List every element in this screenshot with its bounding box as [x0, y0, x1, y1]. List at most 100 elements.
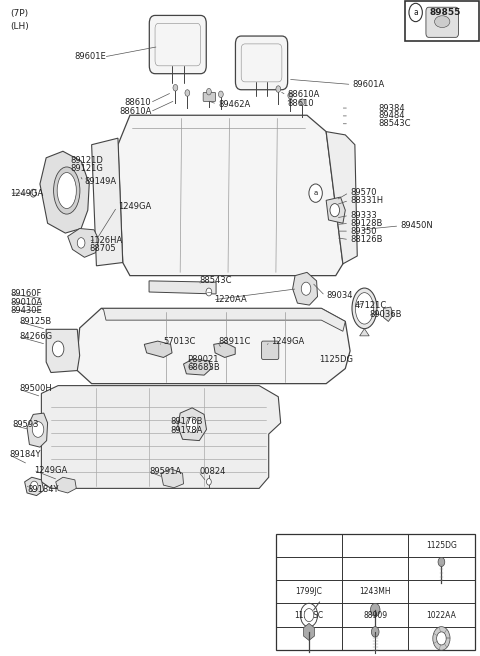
Polygon shape [149, 281, 216, 294]
Circle shape [372, 626, 379, 637]
Text: 89462A: 89462A [218, 100, 251, 109]
Text: 88331H: 88331H [350, 196, 383, 205]
Text: 1125DG: 1125DG [426, 541, 457, 550]
Text: 1249GA: 1249GA [271, 337, 304, 346]
Text: 89125B: 89125B [19, 317, 51, 326]
Circle shape [52, 341, 64, 357]
Polygon shape [326, 132, 357, 264]
Polygon shape [360, 329, 369, 336]
Circle shape [304, 609, 314, 622]
Text: 88705: 88705 [89, 244, 116, 253]
Text: 1123SC: 1123SC [294, 611, 324, 620]
Text: 89121D: 89121D [70, 156, 103, 165]
Text: 88909: 88909 [363, 611, 387, 620]
Text: 88610A: 88610A [119, 108, 152, 117]
Text: 89570: 89570 [350, 188, 377, 197]
Text: 89601E: 89601E [74, 52, 106, 62]
Polygon shape [68, 228, 99, 257]
Circle shape [300, 99, 305, 106]
Text: 88610A: 88610A [288, 91, 320, 100]
Polygon shape [183, 359, 211, 375]
Text: 89160F: 89160F [10, 289, 42, 298]
Polygon shape [161, 469, 183, 487]
Text: 68683B: 68683B [187, 363, 220, 372]
Text: a: a [313, 190, 318, 196]
Polygon shape [46, 329, 80, 373]
Circle shape [437, 632, 446, 645]
Text: 89176B: 89176B [170, 417, 203, 426]
Circle shape [218, 91, 223, 98]
Circle shape [206, 479, 211, 485]
Text: 88543C: 88543C [199, 276, 232, 285]
Polygon shape [178, 408, 206, 441]
Polygon shape [384, 307, 393, 321]
Polygon shape [101, 308, 345, 331]
Text: 89593: 89593 [12, 420, 39, 430]
Circle shape [206, 89, 211, 95]
FancyBboxPatch shape [426, 7, 458, 37]
Text: (7P): (7P) [10, 9, 28, 18]
Polygon shape [27, 413, 48, 447]
Text: 1249GA: 1249GA [34, 466, 68, 474]
Polygon shape [293, 272, 318, 305]
Text: 89128B: 89128B [350, 218, 383, 228]
Polygon shape [41, 386, 281, 488]
FancyBboxPatch shape [236, 36, 288, 90]
Text: 89591A: 89591A [149, 467, 181, 476]
Polygon shape [24, 478, 44, 495]
Circle shape [409, 3, 422, 22]
Text: 89350: 89350 [350, 226, 377, 236]
Bar [405, 1, 480, 41]
Text: 89484: 89484 [379, 112, 405, 121]
Text: 89333: 89333 [350, 211, 377, 220]
Polygon shape [92, 138, 123, 266]
Text: 88543C: 88543C [379, 119, 411, 129]
Polygon shape [214, 342, 235, 358]
Text: 89121G: 89121G [70, 165, 103, 173]
Polygon shape [40, 152, 89, 233]
Text: 84266G: 84266G [19, 332, 52, 341]
Circle shape [276, 86, 281, 92]
Text: 1249GA: 1249GA [10, 189, 44, 197]
Text: 88911C: 88911C [218, 337, 251, 346]
Ellipse shape [54, 167, 80, 214]
Circle shape [371, 604, 380, 617]
Text: 1243MH: 1243MH [360, 587, 391, 596]
Text: 88610: 88610 [288, 99, 314, 108]
Circle shape [309, 184, 323, 202]
Polygon shape [56, 478, 76, 493]
Ellipse shape [434, 16, 450, 28]
Polygon shape [77, 308, 350, 384]
Text: 89384: 89384 [379, 104, 406, 113]
Circle shape [330, 203, 339, 216]
Circle shape [30, 482, 38, 491]
Circle shape [206, 288, 212, 296]
Text: 1220AA: 1220AA [214, 295, 246, 304]
Text: 89149A: 89149A [84, 177, 117, 186]
Circle shape [301, 282, 311, 295]
Text: 47121C: 47121C [355, 300, 387, 310]
Text: 89010A: 89010A [10, 298, 42, 307]
Text: 1125DG: 1125DG [319, 355, 353, 364]
Polygon shape [144, 341, 172, 358]
Text: a: a [413, 8, 418, 17]
Polygon shape [304, 623, 314, 640]
Text: 1799JC: 1799JC [296, 587, 323, 596]
Text: 1126HA: 1126HA [89, 236, 122, 245]
Text: 89034: 89034 [326, 291, 353, 300]
Text: 89601A: 89601A [352, 80, 385, 89]
Text: 57013C: 57013C [163, 337, 196, 346]
Text: 1022AA: 1022AA [426, 611, 456, 620]
Text: 89430E: 89430E [10, 306, 42, 315]
Circle shape [32, 422, 44, 438]
Circle shape [186, 417, 198, 433]
Ellipse shape [352, 288, 377, 329]
Circle shape [77, 237, 85, 248]
Text: 00824: 00824 [199, 467, 226, 476]
Circle shape [30, 189, 36, 197]
Ellipse shape [355, 293, 373, 324]
Polygon shape [326, 197, 345, 223]
FancyBboxPatch shape [149, 16, 206, 73]
Polygon shape [118, 115, 343, 276]
Text: (LH): (LH) [10, 22, 29, 31]
